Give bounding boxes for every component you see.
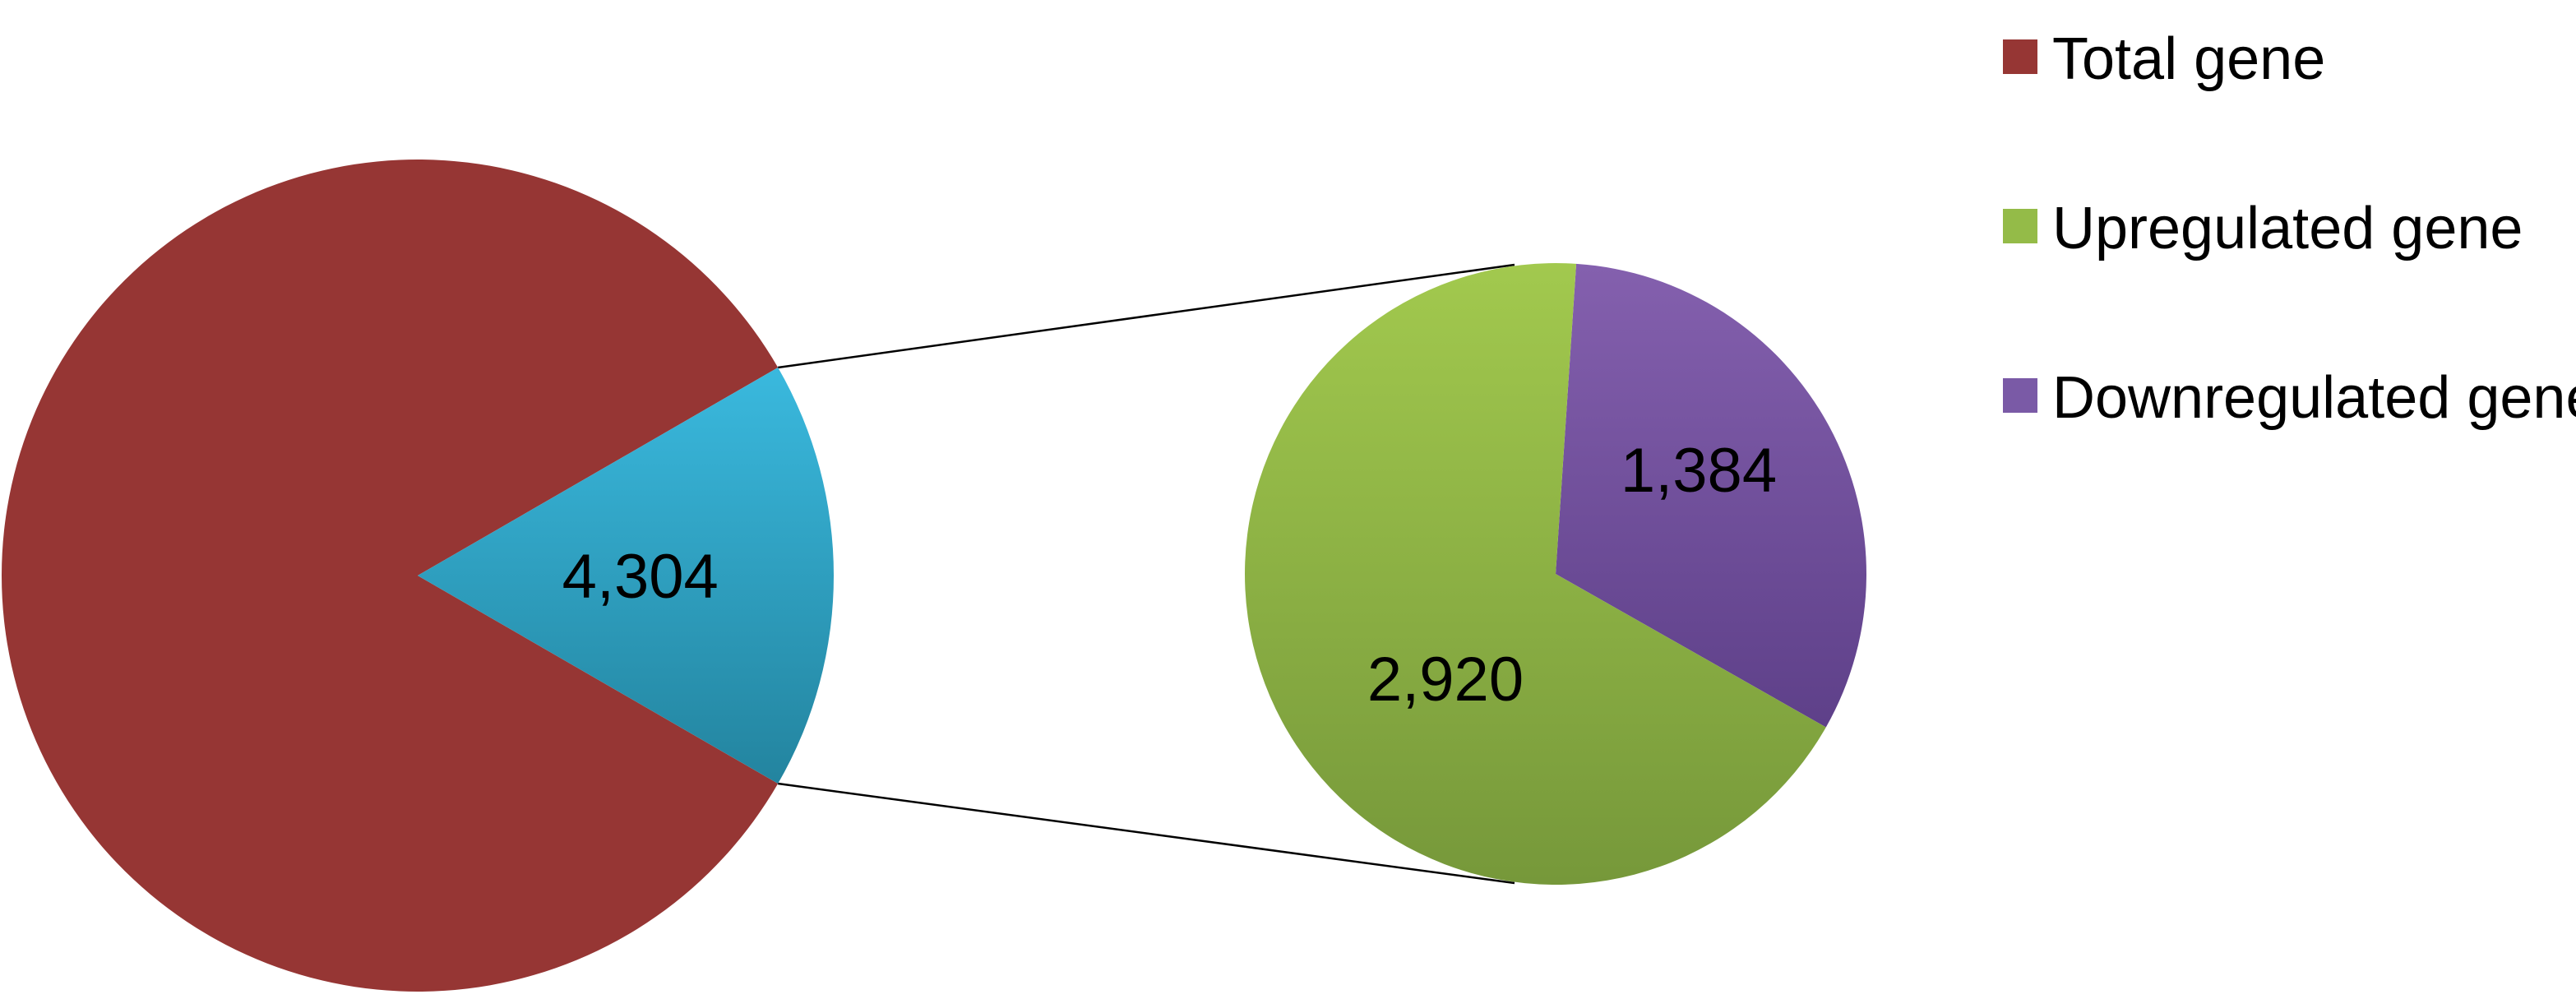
data-label-2920: 2,920	[1367, 645, 1524, 715]
legend-label: Total gene	[2052, 26, 2325, 92]
connector-line-top	[778, 263, 1515, 369]
legend-item: Total gene	[2003, 26, 2325, 92]
connector-line-bottom	[778, 782, 1515, 885]
main-pie: 4,304	[2, 160, 835, 992]
legend-swatch	[2003, 209, 2037, 243]
legend-label: Downregulated gene	[2052, 365, 2576, 431]
legend-item: Upregulated gene	[2003, 196, 2523, 261]
slice-upregulated-gene	[1244, 263, 1826, 886]
data-label-1384: 1,384	[1621, 436, 1777, 506]
secondary-pie: 1,384 2,920	[1244, 263, 1866, 886]
slice-downregulated-gene	[1556, 263, 1866, 728]
legend: Total gene Upregulated gene Downregulated …	[2003, 26, 2576, 431]
legend-item: Downregulated gene	[2003, 365, 2576, 431]
connector-lines	[778, 263, 1515, 885]
slice-detail-4304	[418, 367, 835, 784]
legend-label: Upregulated gene	[2052, 196, 2523, 261]
slice-total-gene	[2, 160, 779, 992]
data-label-4304: 4,304	[562, 542, 719, 612]
legend-swatch	[2003, 378, 2037, 413]
legend-swatch	[2003, 39, 2037, 74]
